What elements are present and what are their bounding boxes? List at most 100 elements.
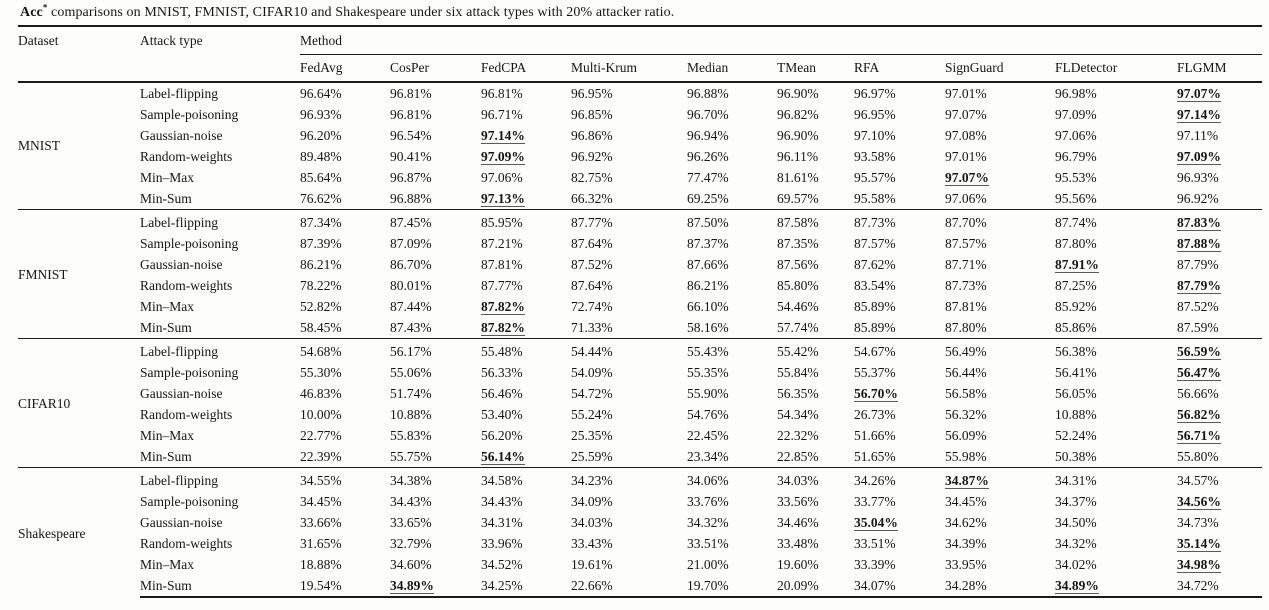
accuracy-cell: 93.58% — [854, 148, 896, 164]
attack-type-label: Gaussian-noise — [140, 514, 223, 530]
accuracy-cell: 54.76% — [687, 406, 729, 422]
accuracy-cell: 34.25% — [481, 575, 571, 598]
accuracy-cell: 33.39% — [854, 556, 896, 572]
table-row: Min-Sum 22.39% 55.75% 56.14% 25.59% 23.34% 22.… — [18, 446, 1262, 468]
accuracy-cell: 34.58% — [481, 467, 571, 491]
accuracy-cell: 34.43% — [481, 493, 523, 509]
accuracy-cell: 97.10% — [854, 127, 896, 143]
accuracy-cell: 10.00% — [300, 406, 342, 422]
accuracy-cell: 25.59% — [571, 448, 613, 464]
accuracy-cell: 51.66% — [854, 427, 896, 443]
accuracy-cell: 87.82% — [481, 317, 571, 339]
accuracy-cell: 97.07% — [945, 167, 1055, 188]
attack-type-label: Random-weights — [140, 535, 233, 551]
accuracy-cell: 56.58% — [945, 385, 987, 401]
accuracy-cell: 97.07% — [1177, 82, 1262, 104]
dataset-label: CIFAR10 — [18, 338, 140, 468]
accuracy-cell: 55.90% — [687, 385, 729, 401]
accuracy-cell: 55.37% — [854, 364, 896, 380]
accuracy-cell: 55.42% — [777, 338, 854, 362]
accuracy-cell: 96.95% — [571, 85, 613, 101]
accuracy-cell: 96.90% — [777, 127, 819, 143]
accuracy-cell: 34.09% — [571, 493, 613, 509]
accuracy-cell: 34.32% — [1055, 535, 1097, 551]
accuracy-cell: 58.16% — [687, 319, 729, 335]
attack-type-label: Label-flipping — [140, 209, 300, 233]
accuracy-cell: 87.52% — [571, 256, 613, 272]
accuracy-cell: 89.48% — [300, 148, 342, 164]
accuracy-cell: 87.57% — [945, 235, 987, 251]
accuracy-cell: 33.96% — [481, 535, 523, 551]
accuracy-cell: 87.39% — [300, 235, 342, 251]
accuracy-cell: 34.57% — [1177, 467, 1262, 491]
accuracy-cell: 87.43% — [390, 319, 432, 335]
table-row: Min-Sum 19.54% 34.89% 34.25% 22.66% 19.70% 20.… — [18, 575, 1262, 598]
best-value: 97.09% — [1177, 148, 1221, 165]
accuracy-cell: 56.49% — [945, 338, 1055, 362]
accuracy-cell: 87.57% — [854, 235, 896, 251]
accuracy-cell: 55.24% — [571, 406, 613, 422]
accuracy-cell: 54.46% — [777, 298, 819, 314]
best-value: 97.07% — [1177, 85, 1221, 102]
accuracy-cell: 34.23% — [571, 467, 687, 491]
best-value: 87.79% — [1177, 277, 1221, 294]
accuracy-cell: 87.64% — [571, 235, 613, 251]
column-header-method: TMean — [777, 54, 854, 83]
attack-type-label: Random-weights — [140, 277, 233, 293]
best-value: 56.47% — [1177, 364, 1221, 381]
accuracy-cell: 56.66% — [1177, 385, 1219, 401]
accuracy-cell: 96.92% — [571, 148, 613, 164]
accuracy-cell: 87.35% — [777, 235, 819, 251]
accuracy-cell: 87.80% — [1055, 235, 1097, 251]
accuracy-cell: 26.73% — [854, 406, 896, 422]
accuracy-cell: 97.01% — [945, 148, 987, 164]
table-row: Sample-poisoning 34.45% 34.43% 34.43% 34.09%… — [18, 491, 1262, 512]
accuracy-cell: 87.44% — [390, 298, 432, 314]
accuracy-cell: 85.89% — [854, 319, 896, 335]
accuracy-cell: 87.64% — [571, 277, 613, 293]
accuracy-cell: 34.37% — [1055, 493, 1097, 509]
accuracy-cell: 85.92% — [1055, 298, 1097, 314]
table-row: Gaussian-noise 46.83% 51.74% 56.46% 54.72% 55… — [18, 383, 1262, 404]
accuracy-cell: 55.75% — [390, 448, 432, 464]
accuracy-cell: 87.80% — [945, 319, 987, 335]
accuracy-cell: 87.37% — [687, 235, 729, 251]
header-spacer — [18, 54, 140, 83]
accuracy-cell: 96.86% — [571, 127, 613, 143]
attack-type-label: Gaussian-noise — [140, 385, 223, 401]
accuracy-cell: 95.58% — [854, 190, 896, 206]
table-row: Random-weights 78.22% 80.01% 87.77% 87.64% 86… — [18, 275, 1262, 296]
accuracy-cell: 34.72% — [1177, 575, 1262, 598]
best-value: 97.07% — [945, 169, 989, 186]
accuracy-cell: 87.62% — [854, 256, 896, 272]
accuracy-cell: 77.47% — [687, 169, 729, 185]
accuracy-cell: 90.41% — [390, 148, 432, 164]
accuracy-cell: 50.38% — [1055, 448, 1097, 464]
accuracy-cell: 69.25% — [687, 190, 729, 206]
accuracy-cell: 34.52% — [481, 556, 523, 572]
dataset-label: MNIST — [18, 138, 61, 153]
accuracy-cell: 56.38% — [1055, 338, 1177, 362]
accuracy-cell: 10.88% — [1055, 406, 1097, 422]
best-value: 34.56% — [1177, 493, 1221, 510]
accuracy-cell: 96.88% — [390, 190, 432, 206]
accuracy-cell: 96.88% — [687, 85, 729, 101]
accuracy-cell: 72.74% — [571, 298, 613, 314]
table-row: Min–Max 85.64% 96.87% 97.06% 82.75% 77.47% 81.… — [18, 167, 1262, 188]
accuracy-cell: 96.93% — [300, 106, 342, 122]
column-header-method: FedAvg — [300, 54, 390, 83]
accuracy-cell: 34.56% — [1177, 491, 1262, 512]
table-row: Sample-poisoning 87.39% 87.09% 87.21% 87.64%… — [18, 233, 1262, 254]
accuracy-cell: 55.30% — [300, 364, 342, 380]
attack-type-label: Sample-poisoning — [140, 493, 239, 509]
accuracy-cell: 34.39% — [945, 535, 987, 551]
best-value: 56.70% — [854, 385, 898, 402]
accuracy-cell: 87.83% — [1177, 209, 1262, 233]
best-value: 56.71% — [1177, 427, 1221, 444]
accuracy-cell: 46.83% — [300, 385, 342, 401]
accuracy-cell: 34.89% — [1055, 575, 1177, 598]
header-group-row: Dataset Attack type Method — [18, 25, 1262, 55]
table-row: Sample-poisoning 96.93% 96.81% 96.71% 96.85%… — [18, 104, 1262, 125]
accuracy-cell: 96.93% — [1177, 169, 1219, 185]
